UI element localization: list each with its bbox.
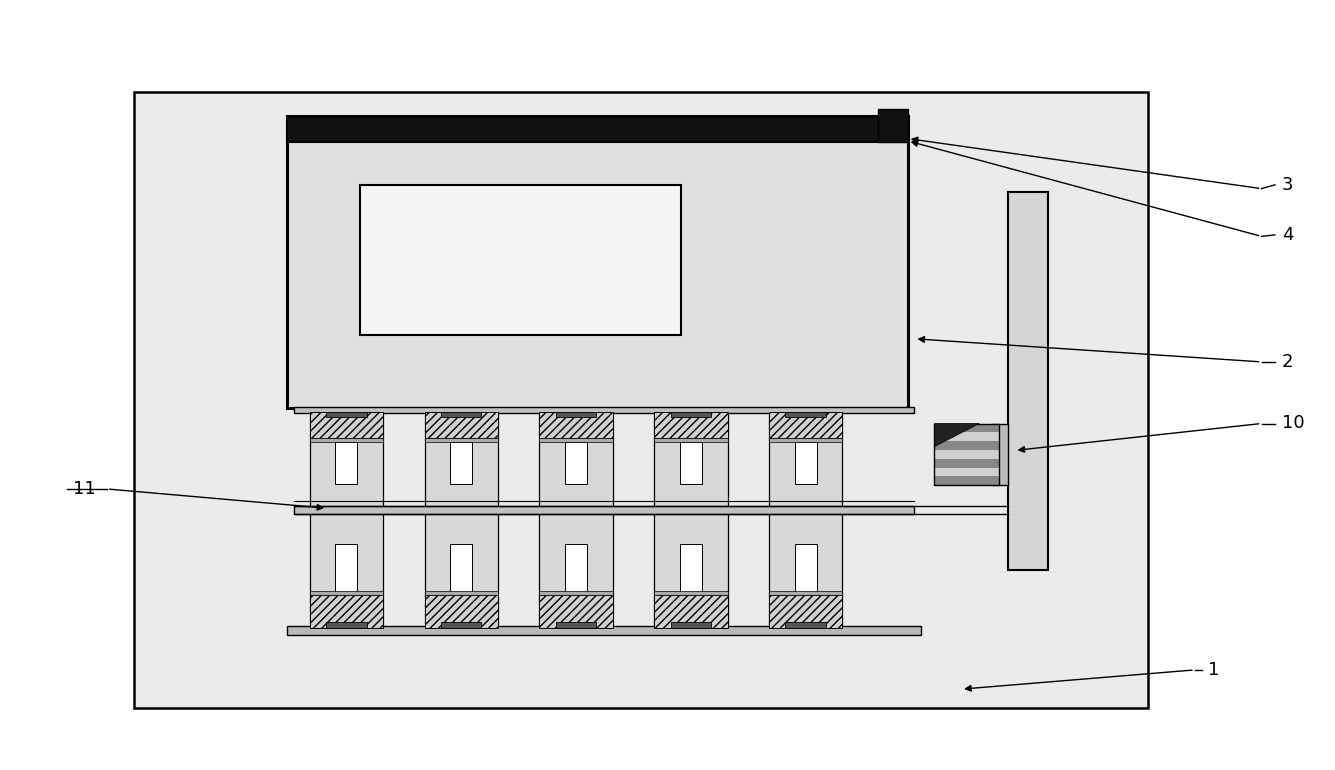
Bar — [769, 438, 842, 442]
Bar — [992, 424, 1008, 485]
Bar — [680, 442, 702, 484]
Bar — [654, 595, 728, 628]
Bar — [565, 442, 587, 484]
Bar — [769, 412, 842, 512]
Bar — [654, 591, 728, 595]
Bar — [934, 424, 999, 485]
Text: 4: 4 — [1282, 226, 1294, 244]
Bar — [425, 412, 498, 438]
Bar — [769, 595, 842, 628]
Bar — [794, 544, 817, 593]
Bar — [441, 622, 482, 628]
Bar — [565, 544, 587, 593]
Bar — [539, 438, 613, 442]
Bar — [654, 412, 728, 438]
Bar — [934, 467, 999, 477]
Bar — [934, 424, 999, 432]
Bar — [934, 477, 999, 485]
Bar — [335, 442, 358, 484]
Bar — [287, 626, 921, 635]
Text: 2: 2 — [1282, 353, 1294, 371]
Bar — [539, 512, 613, 628]
Bar — [287, 116, 908, 408]
Bar — [294, 407, 914, 413]
Text: 3: 3 — [1282, 176, 1294, 194]
Bar — [360, 185, 681, 335]
Bar — [450, 544, 473, 593]
Bar — [310, 591, 383, 595]
Bar — [794, 442, 817, 484]
Bar — [1008, 192, 1048, 570]
Bar — [134, 92, 1148, 708]
Bar — [785, 622, 826, 628]
Bar — [539, 412, 613, 512]
Bar — [310, 595, 383, 628]
Bar — [934, 450, 999, 459]
Polygon shape — [934, 424, 980, 447]
Bar — [335, 544, 358, 593]
Bar — [654, 512, 728, 628]
Bar — [310, 438, 383, 442]
Text: 1: 1 — [1208, 661, 1220, 679]
Text: 10: 10 — [1282, 414, 1304, 433]
Bar — [294, 506, 914, 514]
Bar — [769, 512, 842, 628]
Bar — [539, 595, 613, 628]
Bar — [287, 117, 908, 142]
Bar — [934, 441, 999, 450]
Text: 11: 11 — [73, 480, 96, 498]
Bar — [785, 412, 826, 417]
Bar — [310, 412, 383, 438]
Bar — [769, 591, 842, 595]
Bar — [934, 459, 999, 467]
Bar — [539, 412, 613, 438]
Bar — [425, 595, 498, 628]
Bar — [555, 412, 597, 417]
Bar — [326, 412, 367, 417]
Bar — [769, 412, 842, 438]
Bar — [539, 591, 613, 595]
Bar — [425, 512, 498, 628]
Bar — [680, 544, 702, 593]
Bar — [425, 591, 498, 595]
Bar — [670, 412, 712, 417]
Bar — [310, 512, 383, 628]
Bar — [450, 442, 473, 484]
Bar — [934, 432, 999, 441]
Bar — [441, 412, 482, 417]
Bar — [670, 622, 712, 628]
Bar — [310, 412, 383, 512]
Bar — [878, 109, 908, 142]
Bar — [555, 622, 597, 628]
Bar — [654, 412, 728, 512]
Bar — [654, 438, 728, 442]
Bar — [425, 412, 498, 512]
Bar — [425, 438, 498, 442]
Bar — [326, 622, 367, 628]
